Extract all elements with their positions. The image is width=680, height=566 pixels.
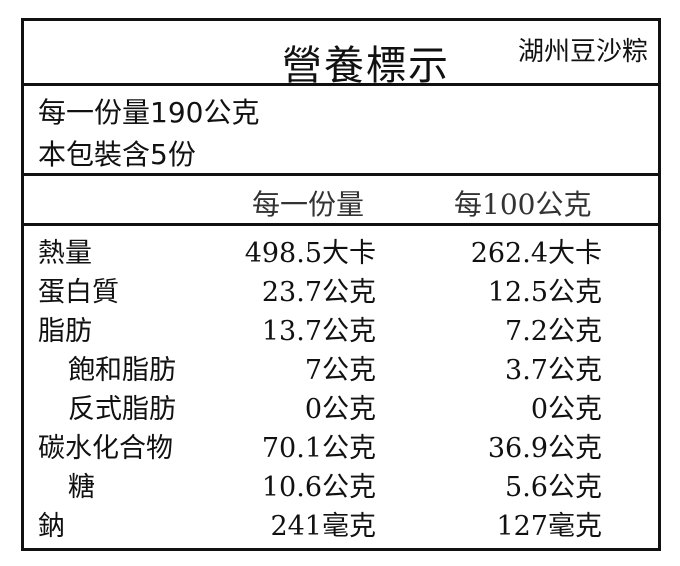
per-serving-value: 7公克 bbox=[304, 355, 376, 386]
nutrient-name: 熱量 bbox=[38, 238, 92, 269]
nutrient-name: 反式脂肪 bbox=[68, 394, 176, 425]
nutrition-label: 營養標示 湖州豆沙粽 每一份量190公克 本包裝含5份 每一份量 每100公克 … bbox=[21, 18, 661, 551]
per-100g-value: 262.4大卡 bbox=[470, 238, 602, 269]
nutrient-row: 鈉 241毫克 127毫克 bbox=[24, 504, 658, 543]
per-100g-value: 12.5公克 bbox=[487, 277, 602, 308]
nutrient-name: 碳水化合物 bbox=[38, 433, 173, 464]
per-serving-value: 241毫克 bbox=[270, 511, 376, 542]
divider bbox=[24, 173, 658, 176]
per-100g-value: 5.6公克 bbox=[505, 472, 602, 503]
per-100g-value: 36.9公克 bbox=[487, 433, 602, 464]
per-serving-value: 498.5大卡 bbox=[244, 238, 376, 269]
divider bbox=[24, 223, 658, 226]
nutrient-name: 蛋白質 bbox=[38, 277, 119, 308]
nutrient-row: 脂肪 13.7公克 7.2公克 bbox=[24, 309, 658, 348]
product-name: 湖州豆沙粽 bbox=[517, 37, 648, 67]
nutrient-row: 糖 10.6公克 5.6公克 bbox=[24, 465, 658, 504]
per-serving-value: 0公克 bbox=[304, 394, 376, 425]
header-per-100g: 每100公克 bbox=[454, 188, 592, 221]
header-per-serving: 每一份量 bbox=[252, 188, 365, 221]
divider bbox=[24, 83, 658, 86]
per-serving-value: 70.1公克 bbox=[261, 433, 376, 464]
nutrient-name: 飽和脂肪 bbox=[68, 355, 176, 386]
label-title: 營養標示 bbox=[282, 43, 450, 89]
nutrient-name: 鈉 bbox=[38, 511, 65, 542]
servings-per-package: 本包裝含5份 bbox=[38, 138, 196, 171]
per-100g-value: 127毫克 bbox=[496, 511, 602, 542]
nutrient-row: 碳水化合物 70.1公克 36.9公克 bbox=[24, 426, 658, 465]
nutrient-row: 熱量 498.5大卡 262.4大卡 bbox=[24, 231, 658, 270]
per-100g-value: 7.2公克 bbox=[505, 316, 602, 347]
nutrient-row: 反式脂肪 0公克 0公克 bbox=[24, 387, 658, 426]
per-100g-value: 3.7公克 bbox=[505, 355, 602, 386]
nutrient-row: 蛋白質 23.7公克 12.5公克 bbox=[24, 270, 658, 309]
per-serving-value: 23.7公克 bbox=[261, 277, 376, 308]
nutrient-row: 飽和脂肪 7公克 3.7公克 bbox=[24, 348, 658, 387]
nutrient-name: 脂肪 bbox=[38, 316, 92, 347]
serving-size: 每一份量190公克 bbox=[38, 96, 260, 129]
per-serving-value: 13.7公克 bbox=[261, 316, 376, 347]
per-100g-value: 0公克 bbox=[530, 394, 602, 425]
nutrient-name: 糖 bbox=[68, 472, 95, 503]
per-serving-value: 10.6公克 bbox=[261, 472, 376, 503]
